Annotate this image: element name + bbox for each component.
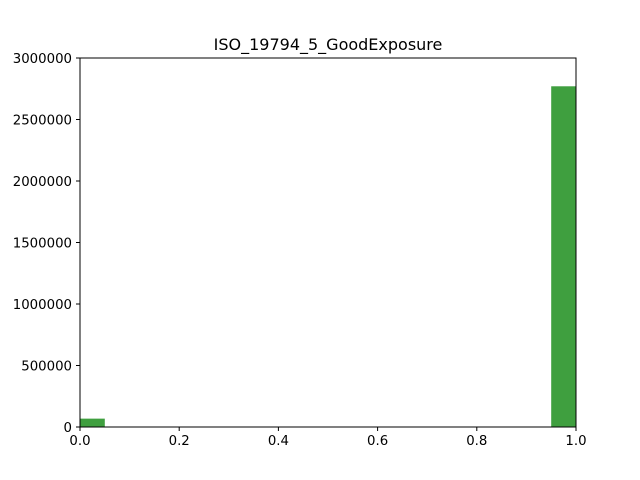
y-tick-label: 1000000 [13, 298, 72, 313]
y-tick-label: 500000 [21, 360, 72, 375]
x-tick-label: 0.4 [268, 434, 289, 449]
y-tick-label: 3000000 [13, 52, 72, 67]
x-tick-label: 1.0 [565, 434, 586, 449]
histogram-bar [80, 418, 105, 427]
x-tick-label: 0.8 [466, 434, 487, 449]
chart-title: ISO_19794_5_GoodExposure [214, 35, 443, 55]
y-tick-label: 2500000 [13, 114, 72, 129]
bars-group [80, 86, 576, 427]
x-axis: 0.0 0.2 0.4 0.6 0.8 1.0 [69, 427, 587, 449]
y-axis: 0 500000 1000000 1500000 2000000 2500000 30000… [13, 52, 80, 436]
y-tick-label: 1500000 [13, 237, 72, 252]
x-tick-label: 0.6 [367, 434, 388, 449]
x-tick-label: 0.2 [169, 434, 190, 449]
y-tick-label: 2000000 [13, 175, 72, 190]
x-tick-label: 0.0 [69, 434, 90, 449]
y-tick-label: 0 [64, 421, 72, 436]
histogram-bar [551, 86, 576, 427]
